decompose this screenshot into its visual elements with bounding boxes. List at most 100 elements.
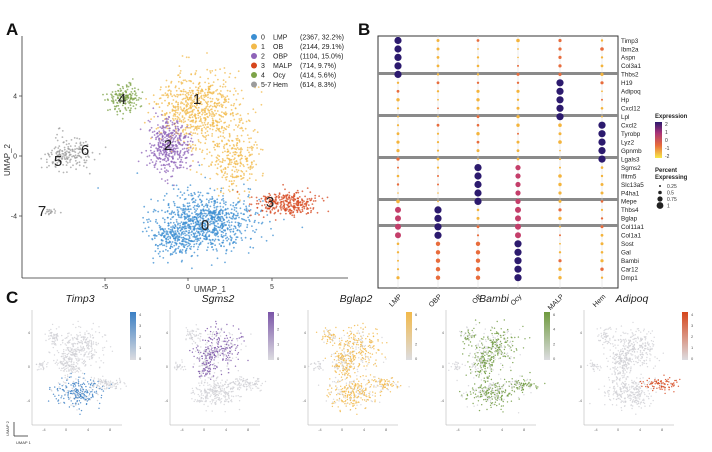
feature-point [116, 381, 119, 384]
umap-point [170, 213, 173, 216]
feature-point [75, 349, 77, 352]
umap-point [155, 218, 158, 221]
feature-point [75, 387, 77, 390]
feature-point [89, 339, 91, 341]
feature-point [67, 335, 69, 337]
feature-point [124, 383, 126, 385]
feature-point [103, 346, 106, 349]
feature-point [57, 335, 59, 337]
feature-point [221, 388, 223, 390]
feature-point [208, 340, 210, 342]
feature-point [202, 398, 204, 400]
feature-point [73, 355, 76, 357]
feature-point [207, 362, 209, 364]
feature-point [102, 390, 105, 392]
feature-point [75, 348, 77, 350]
feature-point [238, 337, 240, 339]
feature-point [73, 363, 75, 366]
umap-point [196, 240, 199, 243]
feature-point [70, 404, 72, 406]
feature-point [58, 402, 60, 405]
feature-point [48, 335, 50, 337]
feature-point [219, 382, 222, 384]
umap-point [228, 216, 231, 219]
feature-point [215, 351, 217, 354]
feature-point [85, 341, 87, 344]
feature-point [197, 370, 200, 373]
feature-point [229, 336, 231, 339]
feature-point [87, 399, 90, 401]
feature-point [79, 391, 81, 394]
feature-point [200, 375, 203, 377]
umap-point [247, 187, 250, 190]
feature-x-tick: 0 [65, 428, 67, 432]
feature-colorbar-tick: 2 [139, 334, 142, 339]
feature-point [68, 406, 71, 408]
feature-point [258, 380, 260, 382]
umap-point [207, 192, 210, 195]
feature-point [58, 326, 60, 328]
umap-point [219, 229, 221, 232]
feature-point [210, 358, 212, 361]
feature-point [75, 402, 77, 404]
feature-point [212, 331, 215, 333]
umap-point [189, 184, 192, 187]
feature-point [210, 356, 212, 358]
feature-colorbar-tick: 3 [139, 323, 142, 328]
feature-point [70, 359, 73, 361]
feature-point [70, 384, 72, 386]
feature-point [194, 399, 196, 401]
feature-point [200, 397, 203, 399]
feature-point [83, 354, 86, 356]
feature-point [204, 361, 206, 363]
feature-point [205, 357, 207, 360]
feature-point [216, 382, 219, 384]
feature-point [106, 386, 108, 388]
feature-point [95, 351, 98, 354]
feature-point [228, 394, 230, 396]
feature-point [221, 386, 223, 388]
umap-point [203, 225, 206, 227]
feature-point [203, 403, 205, 406]
feature-point [87, 397, 89, 400]
feature-point [224, 348, 226, 350]
feature-point [108, 384, 111, 386]
feature-point [212, 390, 214, 392]
panel-letter-b: B [358, 20, 371, 39]
umap-point [206, 231, 209, 233]
feature-point [90, 340, 92, 342]
feature-point [38, 366, 40, 368]
feature-point [225, 358, 227, 360]
feature-point [216, 396, 218, 398]
feature-point [80, 353, 82, 356]
feature-point [209, 384, 211, 386]
feature-point [64, 359, 66, 361]
feature-point [217, 328, 219, 330]
feature-point [78, 385, 80, 387]
umap-point [211, 238, 214, 241]
umap-point [225, 252, 227, 255]
feature-point [75, 368, 77, 370]
feature-point [71, 364, 73, 366]
feature-point [191, 398, 193, 400]
feature-point [54, 362, 56, 365]
feature-point [73, 393, 75, 395]
feature-point [198, 372, 201, 375]
feature-point [106, 382, 108, 384]
feature-point [205, 349, 208, 351]
feature-point [91, 328, 93, 330]
feature-point [220, 352, 222, 354]
feature-point [217, 362, 219, 364]
feature-point [90, 346, 93, 348]
feature-point [103, 381, 106, 383]
umap-point [194, 199, 197, 202]
umap-point [249, 188, 252, 191]
feature-point [236, 340, 239, 342]
umap-point [161, 232, 164, 235]
feature-point [205, 362, 208, 364]
feature-point [98, 331, 101, 334]
feature-point [192, 390, 194, 392]
feature-point [64, 343, 66, 345]
umap-point [177, 210, 180, 213]
